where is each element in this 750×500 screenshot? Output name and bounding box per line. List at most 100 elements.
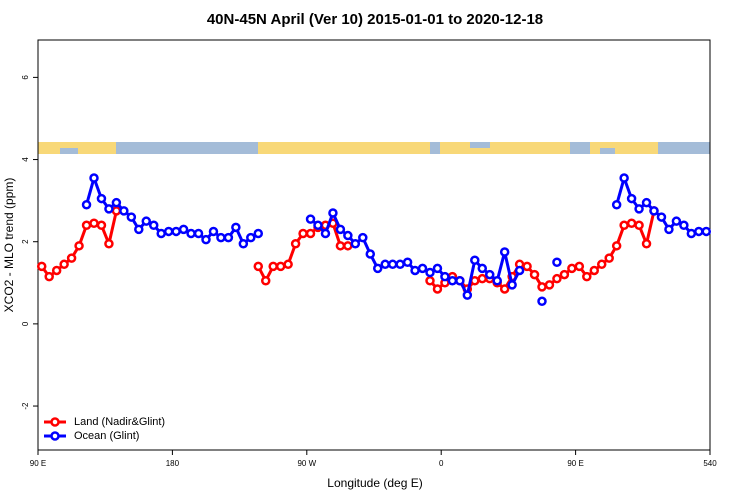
point (178, 224, 189, 235)
point (619, 173, 629, 183)
x-tick-label: 90 E (567, 459, 583, 468)
point (626, 218, 637, 228)
point (477, 263, 488, 274)
y-tick-label: 2 (21, 239, 30, 244)
point (537, 282, 547, 292)
point (537, 296, 547, 307)
point (649, 206, 659, 216)
point (559, 269, 570, 280)
x-tick-label: 180 (166, 459, 180, 468)
point (350, 239, 361, 249)
point (208, 226, 219, 237)
point (36, 261, 47, 272)
point (81, 199, 92, 210)
point (275, 261, 286, 272)
point (611, 199, 622, 210)
point (253, 228, 264, 239)
point (387, 259, 398, 270)
point (440, 271, 450, 282)
point (432, 263, 443, 274)
point (641, 239, 652, 249)
point (492, 275, 502, 286)
point (89, 218, 99, 228)
point (119, 206, 129, 216)
point (44, 271, 54, 282)
point (305, 228, 316, 239)
point (126, 212, 137, 222)
point (358, 232, 368, 243)
point (499, 284, 510, 294)
point (484, 269, 495, 280)
point (148, 220, 159, 231)
point (694, 226, 704, 237)
point (455, 275, 465, 286)
point (163, 226, 174, 237)
point (417, 263, 428, 274)
point (634, 204, 644, 214)
legend-label: Ocean (Glint) (74, 430, 139, 442)
legend-marker (50, 417, 60, 427)
point (81, 220, 92, 231)
point (522, 261, 532, 272)
point (96, 193, 107, 204)
point (96, 220, 107, 231)
point (604, 253, 614, 263)
point (171, 226, 181, 237)
point (104, 239, 114, 249)
point (641, 197, 652, 208)
point (104, 204, 114, 214)
point (201, 234, 211, 245)
point (193, 228, 204, 239)
point (402, 257, 413, 268)
point (567, 263, 577, 274)
point (335, 241, 346, 251)
point (432, 284, 443, 294)
point (59, 259, 69, 270)
point (425, 267, 435, 278)
point (611, 241, 622, 251)
point (507, 280, 517, 290)
point (671, 216, 682, 226)
point (701, 226, 712, 237)
point (283, 259, 293, 270)
point (238, 239, 249, 249)
point (686, 228, 697, 239)
point (134, 224, 144, 235)
point (141, 216, 152, 226)
point (656, 212, 667, 222)
point (552, 273, 562, 284)
point (156, 228, 166, 239)
point (619, 220, 629, 231)
legend-label: Land (Nadir&Glint) (74, 416, 165, 428)
x-tick-label: 90 W (297, 459, 316, 468)
point (679, 220, 689, 231)
point (552, 257, 562, 268)
point (499, 247, 510, 257)
point (186, 228, 196, 239)
point (223, 232, 234, 243)
point (514, 265, 525, 276)
point (544, 280, 555, 290)
y-tick-label: 0 (21, 321, 30, 326)
point (574, 261, 585, 272)
y-tick-label: 4 (21, 157, 30, 162)
point (462, 290, 473, 300)
point (260, 275, 271, 286)
point (529, 269, 540, 280)
y-axis-label: XCO2 - MLO trend (ppm) (2, 178, 16, 313)
y-tick-label: -2 (21, 402, 30, 410)
point (425, 275, 435, 286)
point (470, 255, 480, 265)
point (231, 222, 241, 233)
point (268, 261, 278, 272)
point (477, 273, 488, 284)
point (216, 232, 226, 243)
point (447, 275, 458, 286)
point (320, 228, 331, 239)
point (74, 241, 84, 251)
point (89, 173, 99, 183)
x-axis-label: Longitude (deg E) (327, 476, 422, 490)
point (111, 206, 122, 216)
point (343, 230, 353, 241)
